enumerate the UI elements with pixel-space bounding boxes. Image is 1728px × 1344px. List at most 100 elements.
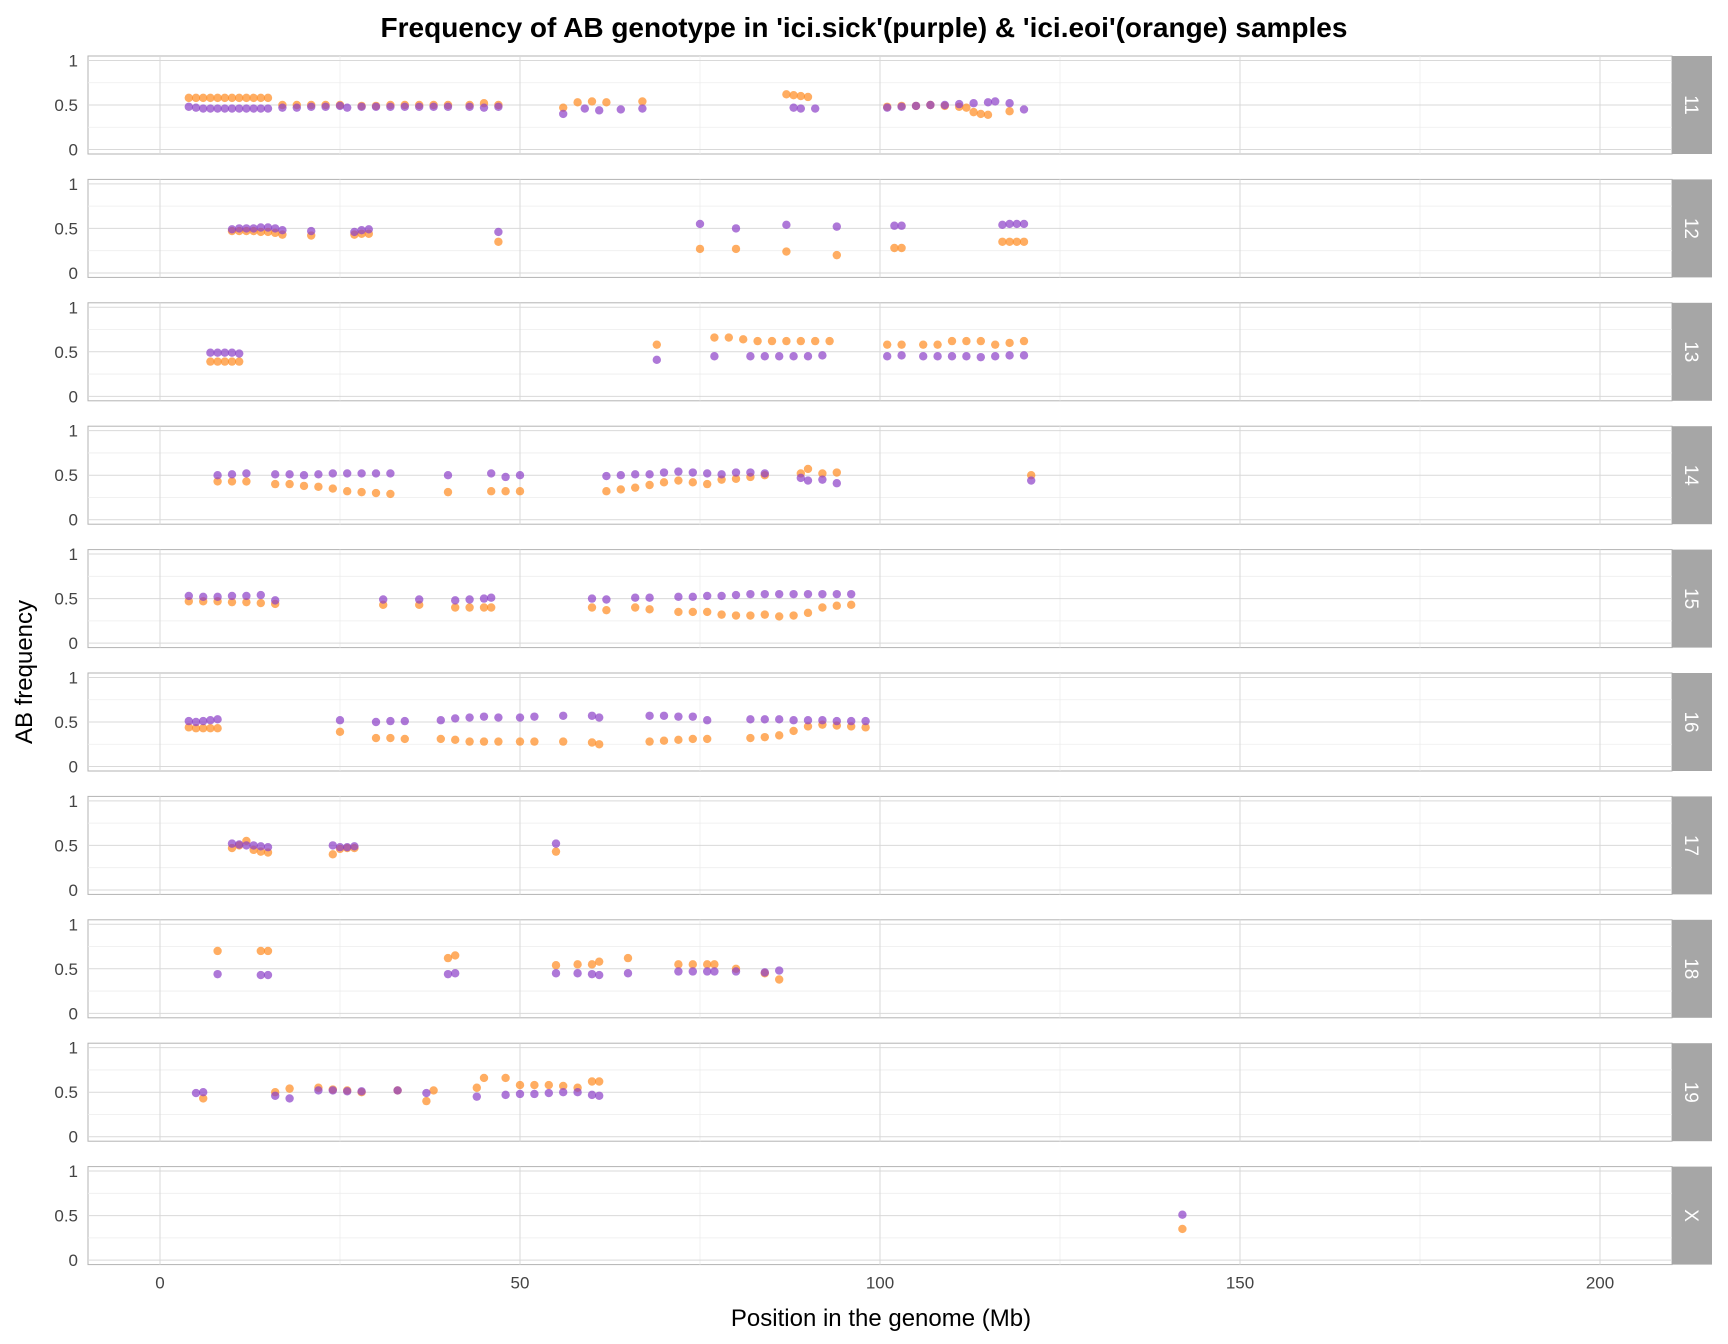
- point-ici.sick: [479, 103, 489, 112]
- point-ici.sick: [242, 104, 251, 113]
- point-ici.sick: [847, 589, 856, 599]
- panel-13: 0 0.5 1 13: [54, 298, 1712, 406]
- point-ici.eoi: [746, 733, 755, 743]
- point-ici.sick: [587, 711, 597, 720]
- facet-strip-label: 15: [1680, 588, 1701, 609]
- point-ici.sick: [731, 967, 741, 976]
- point-ici.eoi: [897, 340, 906, 349]
- point-ici.sick: [760, 352, 769, 361]
- point-ici.sick: [969, 99, 978, 108]
- point-ici.sick: [789, 352, 798, 361]
- point-ici.eoi: [314, 482, 323, 491]
- point-ici.sick: [199, 104, 208, 113]
- point-ici.eoi: [559, 737, 568, 746]
- point-ici.eoi: [767, 336, 777, 346]
- point-ici.eoi: [479, 737, 489, 746]
- point-ici.eoi: [227, 597, 237, 607]
- point-ici.eoi: [465, 737, 474, 746]
- point-ici.eoi: [451, 951, 460, 960]
- point-ici.sick: [775, 715, 784, 724]
- point-ici.eoi: [847, 600, 856, 610]
- point-ici.sick: [775, 966, 784, 975]
- y-tick-label: 0.5: [54, 96, 78, 115]
- point-ici.sick: [235, 104, 244, 113]
- point-ici.sick: [501, 1090, 510, 1100]
- point-ici.sick: [371, 717, 381, 727]
- point-ici.sick: [710, 967, 719, 976]
- panel-12: 0 0.5 1 12: [54, 175, 1712, 283]
- panel-15: 0 0.5 1 15: [54, 545, 1712, 653]
- y-tick-label: 0.5: [54, 343, 78, 362]
- point-ici.sick: [213, 348, 222, 357]
- point-ici.eoi: [724, 333, 733, 342]
- point-ici.eoi: [775, 731, 784, 740]
- point-ici.sick: [357, 225, 366, 235]
- point-ici.sick: [263, 104, 273, 113]
- point-ici.sick: [235, 349, 244, 358]
- point-ici.eoi: [206, 724, 215, 733]
- point-ici.eoi: [544, 1080, 553, 1090]
- point-ici.eoi: [587, 1077, 597, 1086]
- point-ici.sick: [227, 225, 237, 234]
- facet-strip-label: 13: [1680, 341, 1701, 362]
- point-ici.sick: [703, 716, 712, 725]
- point-ici.sick: [897, 221, 906, 230]
- y-tick-label: 0.5: [54, 219, 78, 238]
- y-tick-label: 1: [69, 792, 78, 811]
- point-ici.sick: [587, 1090, 597, 1100]
- point-ici.sick: [1019, 105, 1029, 114]
- point-ici.eoi: [703, 479, 712, 489]
- point-ici.sick: [206, 716, 215, 725]
- point-ici.sick: [803, 716, 813, 725]
- point-ici.sick: [760, 715, 769, 724]
- point-ici.eoi: [760, 732, 769, 742]
- point-ici.sick: [343, 1087, 352, 1096]
- point-ici.eoi: [753, 336, 762, 346]
- point-ici.eoi: [256, 598, 265, 608]
- point-ici.sick: [616, 105, 625, 114]
- point-ici.sick: [422, 1088, 431, 1098]
- point-ici.sick: [530, 1089, 539, 1099]
- point-ici.eoi: [199, 93, 208, 103]
- point-ici.sick: [775, 589, 784, 599]
- point-ici.sick: [220, 104, 229, 113]
- point-ici.sick: [335, 716, 345, 725]
- point-ici.sick: [559, 711, 568, 720]
- point-ici.eoi: [825, 336, 834, 346]
- point-ici.eoi: [487, 487, 496, 496]
- point-ici.eoi: [962, 103, 971, 112]
- point-ici.sick: [242, 469, 251, 478]
- point-ici.eoi: [818, 469, 827, 478]
- point-ici.sick: [760, 589, 769, 599]
- point-ici.sick: [465, 713, 474, 722]
- point-ici.sick: [782, 220, 791, 230]
- point-ici.sick: [386, 102, 395, 111]
- point-ici.eoi: [501, 1073, 510, 1083]
- point-ici.eoi: [674, 607, 683, 617]
- point-ici.eoi: [551, 847, 561, 856]
- point-ici.sick: [595, 1091, 604, 1100]
- point-ici.eoi: [400, 734, 409, 744]
- point-ici.eoi: [595, 1077, 604, 1086]
- point-ici.sick: [314, 470, 323, 479]
- point-ici.eoi: [465, 603, 474, 612]
- point-ici.sick: [206, 348, 215, 357]
- point-ici.sick: [479, 594, 489, 603]
- point-ici.sick: [443, 102, 453, 111]
- panel-17: 0 0.5 1 17: [54, 792, 1712, 900]
- point-ici.eoi: [645, 480, 654, 490]
- y-tick-label: 1: [69, 51, 78, 70]
- point-ici.sick: [307, 226, 316, 236]
- point-ici.sick: [213, 969, 222, 979]
- point-ici.eoi: [436, 734, 445, 744]
- point-ici.sick: [343, 842, 352, 852]
- y-tick-label: 1: [69, 915, 78, 934]
- point-ici.sick: [789, 716, 798, 725]
- point-ici.sick: [962, 352, 971, 361]
- point-ici.eoi: [472, 1083, 481, 1092]
- point-ici.eoi: [595, 740, 604, 749]
- point-ici.sick: [184, 102, 193, 111]
- point-ici.sick: [803, 589, 813, 599]
- point-ici.sick: [263, 842, 273, 852]
